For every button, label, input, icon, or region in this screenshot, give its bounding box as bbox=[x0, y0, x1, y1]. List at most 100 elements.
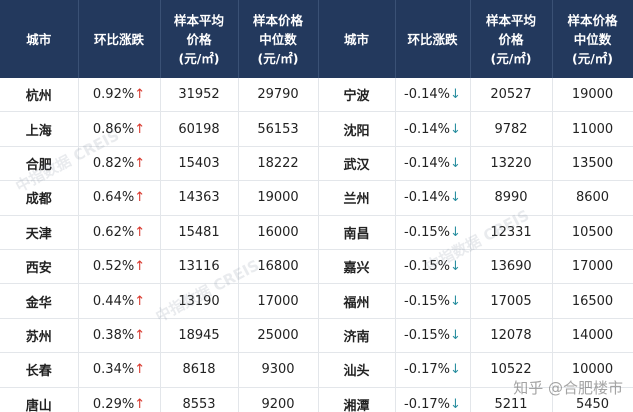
city-cell: 唐山 bbox=[0, 387, 79, 412]
header-line: 价格 bbox=[186, 31, 212, 47]
header-line: 城市 bbox=[343, 31, 369, 47]
value-cell: 14000 bbox=[552, 318, 633, 354]
value-cell: 11000 bbox=[552, 111, 633, 147]
change-arrow: ↑ bbox=[134, 396, 146, 412]
value-cell: 0.64%↑ bbox=[78, 180, 161, 216]
value-cell: 18945 bbox=[160, 318, 239, 354]
value-cell: 0.34%↑ bbox=[78, 352, 161, 388]
change-arrow: ↓ bbox=[450, 327, 461, 343]
change-arrow: ↑ bbox=[134, 327, 146, 343]
header-line: (元/㎡) bbox=[257, 50, 299, 66]
city-cell: 合肥 bbox=[0, 146, 79, 182]
header-line: 价格 bbox=[498, 31, 524, 47]
header-line: 样本平均 bbox=[485, 12, 536, 28]
value-cell: 8553 bbox=[160, 387, 239, 412]
value-cell: 8618 bbox=[160, 352, 239, 388]
city-cell: 武汉 bbox=[318, 146, 396, 182]
header-cell: 城市 bbox=[0, 0, 79, 78]
value-cell: 0.92%↑ bbox=[78, 78, 161, 113]
change-arrow: ↑ bbox=[134, 259, 146, 275]
city-cell: 湘潭 bbox=[318, 387, 396, 412]
header-row: 城市 环比涨跌 样本平均 价格 (元/㎡) 样本价格 中位数 (元/㎡) 城市 环比涨跌 样本平均价… bbox=[0, 0, 633, 78]
value-cell: 0.44%↑ bbox=[78, 283, 161, 319]
city-cell: 杭州 bbox=[0, 78, 79, 113]
header-line: (元/㎡) bbox=[572, 50, 613, 66]
value-cell: 10500 bbox=[552, 215, 633, 250]
watermark: 知乎 @合肥楼市 bbox=[513, 379, 623, 397]
value-cell: 13690 bbox=[470, 249, 553, 285]
value-cell: 16800 bbox=[238, 249, 319, 285]
city-cell: 汕头 bbox=[318, 352, 396, 388]
header-line: (元/㎡) bbox=[490, 50, 532, 66]
table-body: 杭州 0.92%↑ 31952 29790 宁波 -0.14%↓ 20527 19000 上海 0… bbox=[0, 78, 633, 412]
value-cell: 13190 bbox=[160, 283, 239, 319]
city-cell: 上海 bbox=[0, 111, 79, 147]
value-cell: 10000 bbox=[552, 352, 633, 388]
table-row: 西安 0.52%↑ 13116 16800 嘉兴 -0.15%↓ 13690 17000 bbox=[0, 249, 633, 285]
change-arrow: ↓ bbox=[450, 121, 461, 137]
header-cell: 样本平均价格 (元/㎡) bbox=[470, 0, 553, 78]
change-arrow: ↑ bbox=[134, 362, 146, 378]
value-cell: 8990 bbox=[470, 180, 553, 216]
header-cell: 环比涨跌 bbox=[78, 0, 161, 78]
city-cell: 嘉兴 bbox=[318, 249, 396, 285]
value-cell: -0.15%↓ bbox=[395, 215, 471, 250]
value-cell: 60198 bbox=[160, 111, 239, 147]
value-cell: 29790 bbox=[238, 78, 319, 113]
change-arrow: ↑ bbox=[134, 121, 146, 137]
value-cell: 12331 bbox=[470, 215, 553, 250]
value-cell: 0.82%↑ bbox=[78, 146, 161, 182]
value-cell: 13500 bbox=[552, 146, 633, 182]
value-cell: 17000 bbox=[552, 249, 633, 285]
value-cell: 31952 bbox=[160, 78, 239, 113]
city-cell: 西安 bbox=[0, 249, 79, 285]
value-cell: -0.17%↓ bbox=[395, 387, 471, 412]
value-cell: 17000 bbox=[238, 283, 319, 319]
change-arrow: ↑ bbox=[134, 155, 146, 171]
header-line: 样本价格 bbox=[567, 12, 618, 28]
value-cell: 5211 bbox=[470, 387, 553, 412]
city-cell: 苏州 bbox=[0, 318, 79, 354]
value-cell: 14363 bbox=[160, 180, 239, 216]
header-line: 环比涨跌 bbox=[407, 31, 458, 47]
city-cell: 济南 bbox=[318, 318, 396, 354]
header-cell: 样本价格中位数 (元/㎡) bbox=[552, 0, 633, 78]
value-cell: -0.14%↓ bbox=[395, 146, 471, 182]
value-cell: 16500 bbox=[552, 283, 633, 319]
value-cell: -0.15%↓ bbox=[395, 283, 471, 319]
value-cell: 8600 bbox=[552, 180, 633, 216]
value-cell: -0.15%↓ bbox=[395, 249, 471, 285]
value-cell: -0.14%↓ bbox=[395, 78, 471, 113]
value-cell: 16000 bbox=[238, 215, 319, 250]
table-row: 苏州 0.38%↑ 18945 25000 济南 -0.15%↓ 12078 14000 bbox=[0, 318, 633, 354]
header-line: 样本平均 bbox=[173, 12, 224, 28]
city-cell: 成都 bbox=[0, 180, 79, 216]
change-arrow: ↑ bbox=[134, 190, 146, 206]
value-cell: 5450 bbox=[552, 387, 633, 412]
header-line: 中位数 bbox=[573, 31, 612, 47]
value-cell: 13220 bbox=[470, 146, 553, 182]
header-cell: 样本价格 中位数 (元/㎡) bbox=[238, 0, 319, 78]
value-cell: -0.17%↓ bbox=[395, 352, 471, 388]
table-row: 成都 0.64%↑ 14363 19000 兰州 -0.14%↓ 8990 8600 bbox=[0, 180, 633, 216]
header-cell: 样本平均 价格 (元/㎡) bbox=[160, 0, 239, 78]
city-cell: 金华 bbox=[0, 283, 79, 319]
change-arrow: ↓ bbox=[450, 396, 461, 412]
change-arrow: ↓ bbox=[450, 259, 461, 275]
value-cell: 9782 bbox=[470, 111, 553, 147]
city-cell: 福州 bbox=[318, 283, 396, 319]
header-cell: 城市 bbox=[318, 0, 396, 78]
change-arrow: ↓ bbox=[450, 293, 461, 309]
table-row: 长春 0.34%↑ 8618 9300 汕头 -0.17%↓ 10522 10000 bbox=[0, 352, 633, 388]
value-cell: 56153 bbox=[238, 111, 319, 147]
value-cell: 15403 bbox=[160, 146, 239, 182]
header-line: 环比涨跌 bbox=[93, 31, 144, 47]
value-cell: 13116 bbox=[160, 249, 239, 285]
city-cell: 宁波 bbox=[318, 78, 396, 113]
change-arrow: ↑ bbox=[134, 293, 146, 309]
header-line: 城市 bbox=[26, 31, 52, 47]
header-cell: 环比涨跌 bbox=[395, 0, 471, 78]
city-cell: 天津 bbox=[0, 215, 79, 250]
